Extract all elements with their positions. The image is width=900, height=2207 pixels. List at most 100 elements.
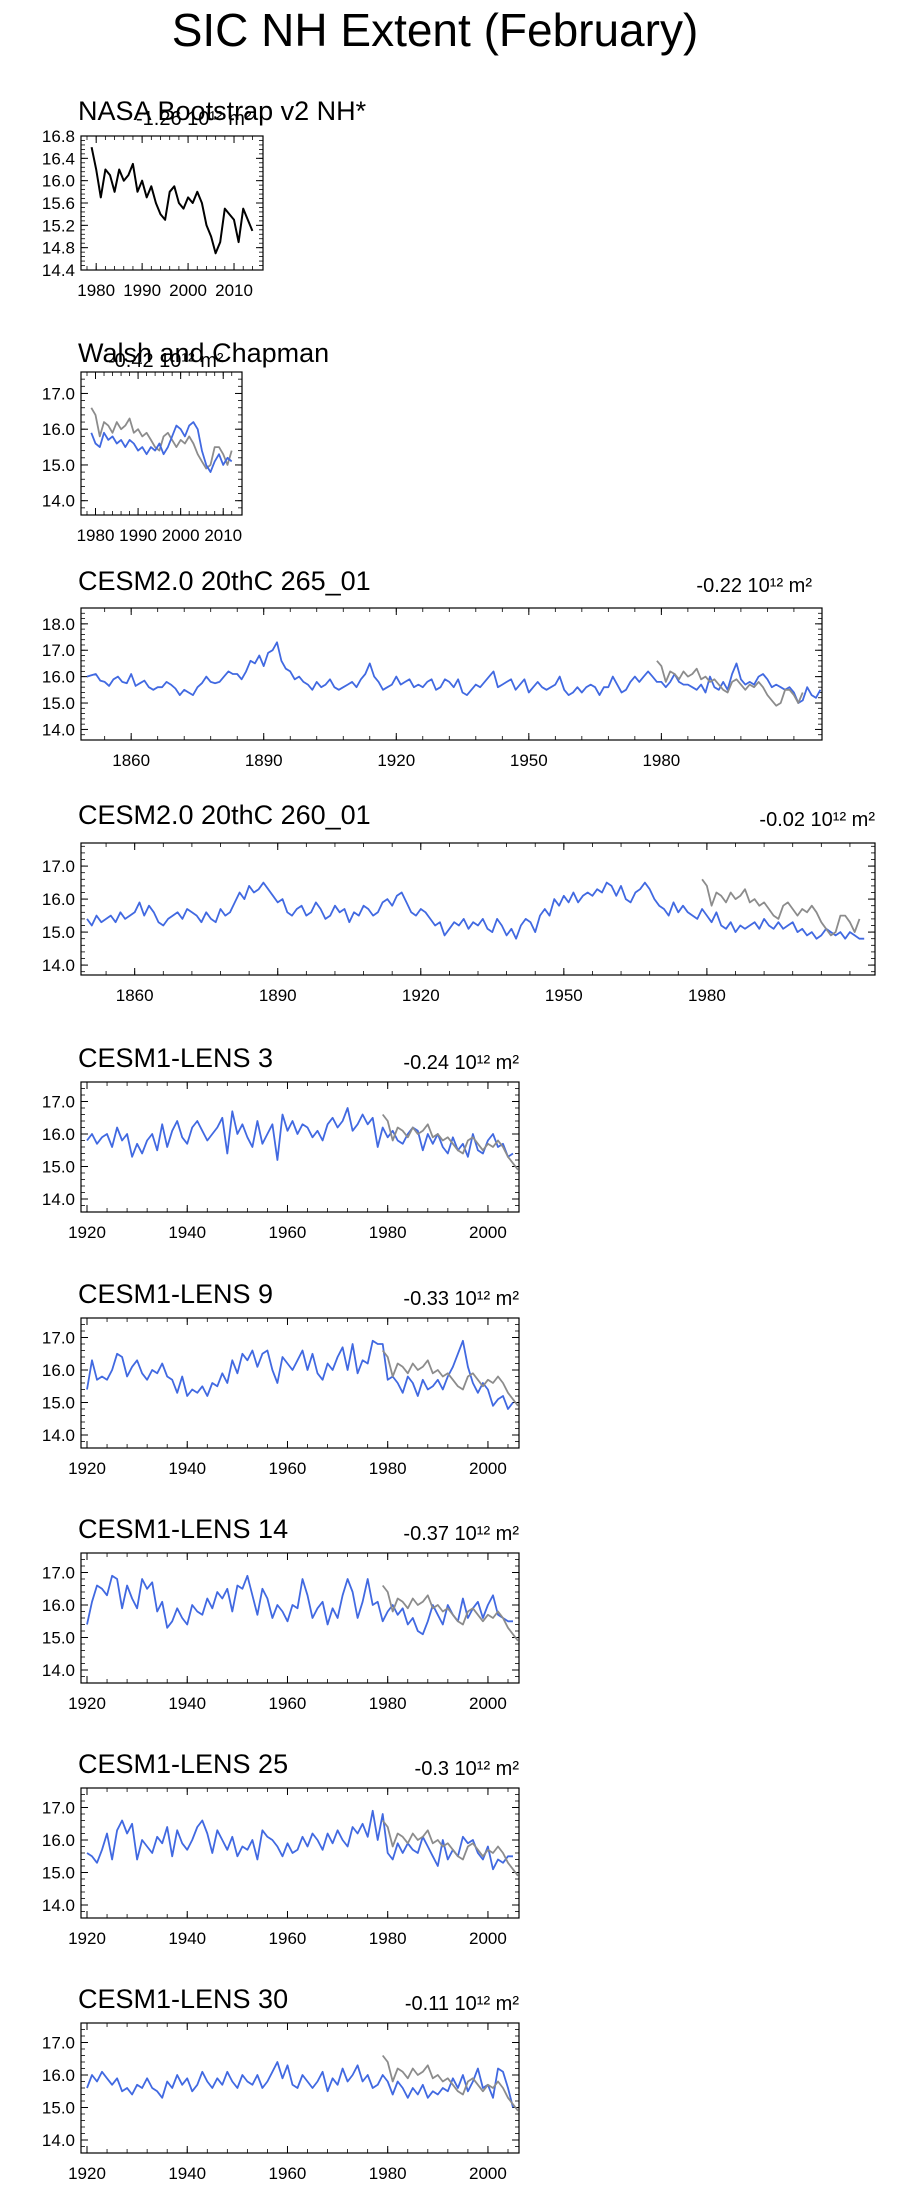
x-tick-label: 2010 bbox=[215, 281, 253, 300]
y-tick-label: 16.0 bbox=[42, 1361, 75, 1380]
y-tick-label: 14.0 bbox=[42, 1190, 75, 1209]
y-tick-label: 16.4 bbox=[42, 149, 75, 168]
x-tick-label: 1980 bbox=[77, 281, 115, 300]
trend-label: -0.22 10¹² m² bbox=[696, 575, 812, 597]
x-tick-label: 2000 bbox=[169, 281, 207, 300]
x-tick-label: 1890 bbox=[259, 986, 297, 1005]
y-tick-label: 17.0 bbox=[42, 384, 75, 403]
x-tick-label: 1920 bbox=[68, 1694, 106, 1713]
chart-panel: NASA Bootstrap v2 NH*-1.26 10¹² m² 14.4 14… bbox=[42, 96, 367, 300]
y-tick-label: 14.0 bbox=[42, 720, 75, 739]
y-tick-label: 15.0 bbox=[42, 1629, 75, 1648]
x-tick-label: 2000 bbox=[469, 1694, 507, 1713]
x-tick-label: 1960 bbox=[269, 1929, 307, 1948]
panel-title: CESM1-LENS 3 bbox=[78, 1043, 273, 1073]
obs-series-line bbox=[381, 1584, 519, 1642]
x-tick-label: 1980 bbox=[369, 1694, 407, 1713]
model-series-line bbox=[86, 2061, 514, 2108]
x-tick-label: 1950 bbox=[510, 751, 548, 770]
model-series-line bbox=[86, 1574, 513, 1636]
obs-series-line bbox=[381, 1349, 519, 1407]
trend-label: -0.3 10¹² m² bbox=[415, 1758, 520, 1780]
y-tick-label: 16.0 bbox=[42, 1125, 75, 1144]
y-tick-label: 15.0 bbox=[42, 1158, 75, 1177]
panel-title: CESM2.0 20thC 260_01 bbox=[78, 800, 371, 830]
plot-frame bbox=[80, 135, 264, 271]
obs-series-line bbox=[381, 2054, 519, 2112]
y-tick-label: 14.0 bbox=[42, 492, 75, 511]
panel-title: CESM1-LENS 14 bbox=[78, 1514, 288, 1544]
y-tick-label: 14.0 bbox=[42, 956, 75, 975]
y-tick-label: 15.0 bbox=[42, 694, 75, 713]
x-tick-label: 1950 bbox=[545, 986, 583, 1005]
x-tick-label: 1890 bbox=[245, 751, 283, 770]
trend-label: -0.42 10¹² m² bbox=[108, 350, 224, 372]
y-tick-label: 17.0 bbox=[42, 1093, 75, 1112]
chart-panel: CESM2.0 20thC 260_01 -0.02 10¹² m² 14.0 15.… bbox=[42, 800, 876, 1005]
x-tick-label: 1860 bbox=[112, 751, 150, 770]
chart-panel: CESM1-LENS 3 -0.24 10¹² m² 14.0 15.0 16.0 17.… bbox=[42, 1043, 520, 1242]
y-tick-label: 15.0 bbox=[42, 1864, 75, 1883]
plot-frame bbox=[80, 1317, 520, 1449]
x-tick-label: 1960 bbox=[269, 1459, 307, 1478]
obs-series-line bbox=[656, 660, 804, 707]
y-tick-label: 15.0 bbox=[42, 2099, 75, 2118]
obs-series-line bbox=[701, 878, 861, 937]
x-tick-label: 1980 bbox=[77, 526, 115, 545]
y-tick-label: 14.0 bbox=[42, 1661, 75, 1680]
x-tick-label: 1960 bbox=[269, 2164, 307, 2183]
x-tick-label: 1980 bbox=[369, 2164, 407, 2183]
trend-label: -0.24 10¹² m² bbox=[403, 1052, 519, 1074]
panel-title: Walsh and Chapman bbox=[78, 338, 329, 368]
figure-title: SIC NH Extent (February) bbox=[172, 4, 699, 56]
chart-panel: CESM1-LENS 14 -0.37 10¹² m² 14.0 15.0 16.0 17… bbox=[42, 1514, 520, 1713]
chart-panel: Walsh and Chapman-0.42 10¹² m² 14.0 15.0 16… bbox=[42, 338, 329, 545]
y-tick-label: 16.0 bbox=[42, 1831, 75, 1850]
x-tick-label: 1920 bbox=[68, 2164, 106, 2183]
x-tick-label: 1980 bbox=[688, 986, 726, 1005]
trend-label: -0.02 10¹² m² bbox=[759, 809, 875, 831]
y-tick-label: 15.2 bbox=[42, 216, 75, 235]
trend-label: -0.33 10¹² m² bbox=[403, 1288, 519, 1310]
y-tick-label: 16.8 bbox=[42, 127, 75, 146]
x-tick-label: 1860 bbox=[116, 986, 154, 1005]
x-tick-label: 1990 bbox=[119, 526, 157, 545]
plot-frame bbox=[80, 607, 823, 741]
x-tick-label: 1920 bbox=[68, 1459, 106, 1478]
x-tick-label: 1980 bbox=[642, 751, 680, 770]
panel-title: CESM1-LENS 25 bbox=[78, 1749, 288, 1779]
y-tick-label: 15.0 bbox=[42, 1394, 75, 1413]
y-tick-label: 17.0 bbox=[42, 1799, 75, 1818]
x-tick-label: 1920 bbox=[68, 1929, 106, 1948]
y-tick-label: 16.0 bbox=[42, 420, 75, 439]
x-tick-label: 2010 bbox=[204, 526, 242, 545]
trend-label: -0.11 10¹² m² bbox=[405, 1993, 519, 2015]
x-tick-label: 1990 bbox=[123, 281, 161, 300]
plot-frame bbox=[80, 842, 876, 976]
plot-frame bbox=[80, 1787, 520, 1919]
model-series-line bbox=[86, 881, 865, 940]
plot-frame bbox=[80, 2022, 520, 2154]
x-tick-label: 1960 bbox=[269, 1223, 307, 1242]
y-tick-label: 14.0 bbox=[42, 2131, 75, 2150]
x-tick-label: 2000 bbox=[469, 1459, 507, 1478]
panel-title: NASA Bootstrap v2 NH* bbox=[78, 96, 367, 126]
x-tick-label: 2000 bbox=[162, 526, 200, 545]
chart-panel: CESM2.0 20thC 265_01 -0.22 10¹² m² 14.0 15.… bbox=[42, 566, 823, 770]
model-series-line bbox=[90, 421, 233, 474]
x-tick-label: 1980 bbox=[369, 1929, 407, 1948]
y-tick-label: 15.0 bbox=[42, 456, 75, 475]
y-tick-label: 17.0 bbox=[42, 1564, 75, 1583]
panel-title: CESM1-LENS 9 bbox=[78, 1279, 273, 1309]
obs-series-line bbox=[90, 407, 233, 470]
y-tick-label: 17.0 bbox=[42, 1329, 75, 1348]
y-tick-label: 16.0 bbox=[42, 172, 75, 191]
x-tick-label: 1980 bbox=[369, 1459, 407, 1478]
plot-frame bbox=[80, 1552, 520, 1684]
y-tick-label: 17.0 bbox=[42, 2034, 75, 2053]
y-tick-label: 16.0 bbox=[42, 1596, 75, 1615]
model-series-line bbox=[86, 1107, 514, 1161]
obs-series-line bbox=[381, 1819, 519, 1877]
chart-panel: CESM1-LENS 30 -0.11 10¹² m² 14.0 15.0 16.0 17… bbox=[42, 1984, 520, 2183]
x-tick-label: 1940 bbox=[168, 1459, 206, 1478]
